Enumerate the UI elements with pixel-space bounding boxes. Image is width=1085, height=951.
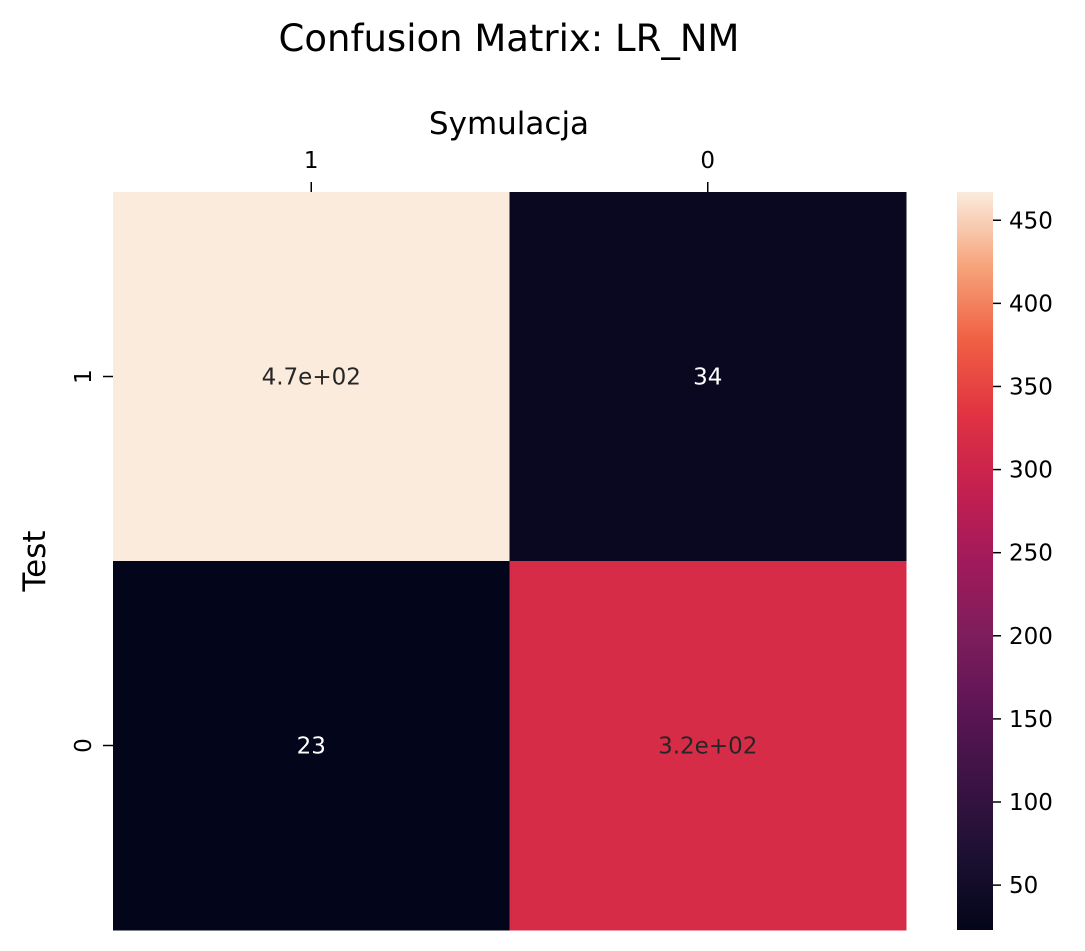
colorbar xyxy=(957,192,993,930)
y-tick-label: 1 xyxy=(71,369,97,384)
colorbar-tick-label: 400 xyxy=(1009,291,1053,317)
cell-annotation-r0-c1: 34 xyxy=(693,365,722,391)
y-axis-label: Test xyxy=(17,530,53,592)
colorbar-ticks: 50 100 150 200 250 300 350 400 450 xyxy=(993,208,1053,899)
x-axis-label: Symulacja xyxy=(429,106,589,142)
heatmap-annotations: 4.7e+02 34 23 3.2e+02 xyxy=(262,365,758,760)
colorbar-tick-label: 200 xyxy=(1009,624,1053,650)
heatmap-cell-r0-c0 xyxy=(113,192,510,562)
colorbar-tick-label: 100 xyxy=(1009,790,1053,816)
cell-annotation-r1-c1: 3.2e+02 xyxy=(658,734,757,760)
x-tick-label: 1 xyxy=(304,148,319,174)
colorbar-tick-label: 150 xyxy=(1009,707,1053,733)
colorbar-tick-label: 300 xyxy=(1009,458,1053,484)
colorbar-tick-label: 450 xyxy=(1009,208,1053,234)
colorbar-tick-label: 350 xyxy=(1009,374,1053,400)
cell-annotation-r0-c0: 4.7e+02 xyxy=(262,365,361,391)
cell-annotation-r1-c0: 23 xyxy=(297,734,326,760)
y-tick-label: 0 xyxy=(71,738,97,753)
heatmap-grid xyxy=(113,192,907,931)
colorbar-tick-label: 250 xyxy=(1009,541,1053,567)
x-tick-label: 0 xyxy=(700,148,715,174)
heatmap-cell-r1-c0 xyxy=(113,561,510,931)
colorbar-tick-label: 50 xyxy=(1009,873,1038,899)
heatmap-cell-r0-c1 xyxy=(509,192,907,562)
chart-title: Confusion Matrix: LR_NM xyxy=(279,17,740,60)
heatmap-cell-r1-c1 xyxy=(509,561,907,931)
y-axis-ticks: 10 xyxy=(71,369,113,753)
